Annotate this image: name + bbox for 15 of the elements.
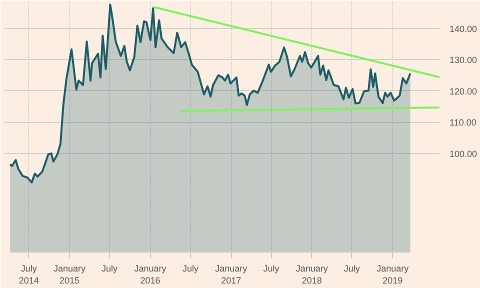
x-tick-label: July 2014 <box>18 264 39 286</box>
x-tick-label: July <box>102 264 118 274</box>
x-tick-label: January 2016 <box>134 264 167 286</box>
x-tick-label: January 2018 <box>296 264 328 286</box>
y-tick-label: 120.00 <box>450 86 478 96</box>
x-tick-label: January 2015 <box>54 264 86 286</box>
y-tick-label: 110.00 <box>450 118 476 128</box>
x-tick-label: July <box>182 264 199 274</box>
y-tick-label: 130.00 <box>450 55 478 66</box>
x-tick-label: January 2017 <box>215 264 248 286</box>
x-tick-label: July <box>344 264 360 274</box>
x-tick-label: July <box>263 264 280 274</box>
x-tick-label: January 2019 <box>376 264 410 286</box>
y-tick-label: 140.00 <box>450 24 478 34</box>
y-tick-label: 100.00 <box>450 148 478 159</box>
